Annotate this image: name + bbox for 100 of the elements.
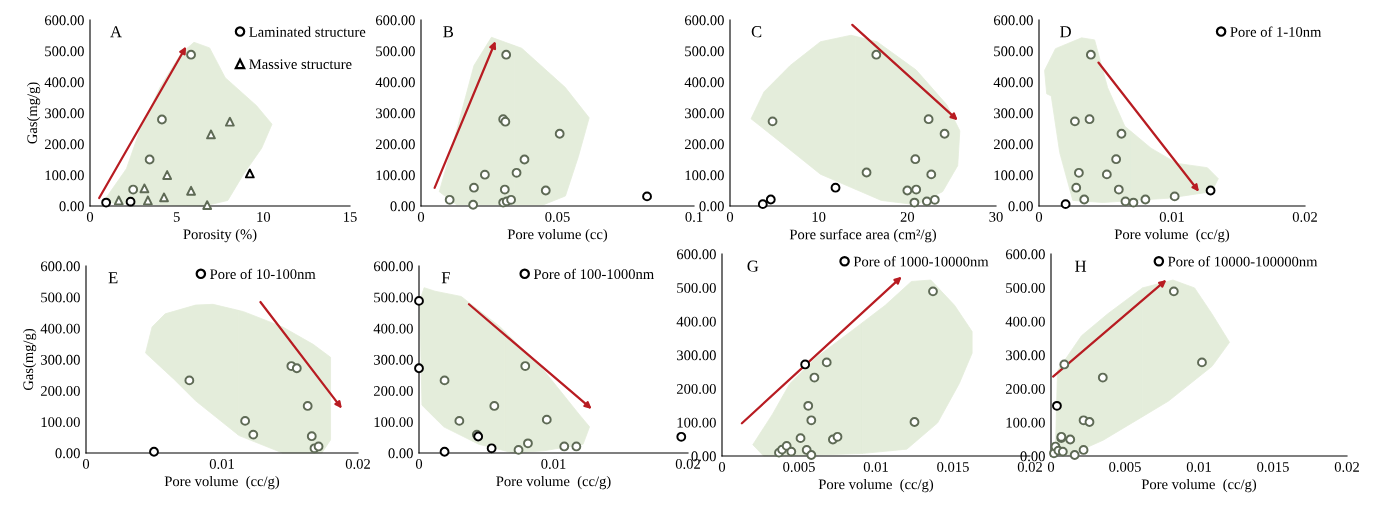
y-tick-label: 100.00 bbox=[1006, 417, 1045, 428]
x-axis-title: Pore volume (cc/g) bbox=[1141, 478, 1257, 493]
chart-title: C bbox=[751, 26, 762, 38]
x-axis-title: Porosity (%) bbox=[183, 228, 257, 243]
chart-title: A bbox=[110, 26, 122, 38]
y-tick-label: 100.00 bbox=[677, 417, 716, 428]
chart-title: E bbox=[108, 272, 118, 284]
x-tick-label: 0.005 bbox=[1109, 461, 1141, 472]
y-tick-label: 100.00 bbox=[685, 170, 724, 181]
y-tick-label: 200.00 bbox=[1005, 384, 1045, 394]
y-tick-label: 500.00 bbox=[374, 292, 413, 303]
legend-label: Laminated structure bbox=[249, 26, 366, 37]
y-tick-label: 0.00 bbox=[55, 448, 80, 459]
y-tick-label: 400.00 bbox=[676, 316, 716, 327]
x-tick-label: 0 bbox=[86, 211, 94, 222]
legend-label: Pore of 1000-10000nm bbox=[853, 256, 989, 267]
chart-title: D bbox=[1060, 26, 1071, 38]
x-axis-title: Pore volume (cc) bbox=[507, 228, 608, 243]
y-tick-label: 600.00 bbox=[375, 15, 415, 26]
y-tick-label: 300.00 bbox=[41, 354, 80, 365]
x-axis-title: Pore volume (cc/g) bbox=[1114, 228, 1230, 243]
y-tick-label: 100.00 bbox=[41, 417, 80, 428]
chart-title: B bbox=[443, 26, 454, 38]
x-tick-label: 10 bbox=[257, 211, 271, 222]
chart-title: F bbox=[441, 272, 450, 284]
x-tick-label: 0.02 bbox=[345, 458, 370, 469]
y-tick-label: 600.00 bbox=[44, 15, 84, 26]
x-tick-label: 0.02 bbox=[1334, 461, 1359, 472]
y-axis-title: Gas(mg/g) bbox=[26, 82, 41, 144]
y-tick-label: 500.00 bbox=[685, 46, 724, 57]
y-tick-label: 400.00 bbox=[1005, 316, 1045, 327]
y-tick-label: 400.00 bbox=[373, 323, 413, 334]
y-tick-label: 600.00 bbox=[684, 15, 724, 26]
x-axis-title: Pore volume (cc/g) bbox=[164, 475, 280, 490]
y-tick-label: 100.00 bbox=[376, 170, 415, 181]
y-tick-label: 300.00 bbox=[1006, 350, 1045, 361]
x-tick-label: 0.01 bbox=[863, 461, 888, 472]
x-tick-label: 0 bbox=[718, 461, 726, 472]
point bbox=[113, 195, 124, 206]
x-tick-label: 0.015 bbox=[1257, 461, 1289, 472]
x-tick-label: 0.02 bbox=[1017, 461, 1042, 472]
y-tick-label: 200.00 bbox=[373, 386, 413, 396]
y-tick-label: 300.00 bbox=[994, 108, 1033, 119]
y-tick-label: 400.00 bbox=[993, 77, 1033, 88]
y-tick-label: 100.00 bbox=[374, 417, 413, 428]
x-tick-label: 10 bbox=[812, 211, 826, 222]
y-tick-label: 500.00 bbox=[45, 46, 84, 57]
x-axis-title: Pore volume (cc/g) bbox=[496, 475, 611, 490]
y-tick-label: 500.00 bbox=[376, 46, 415, 57]
point bbox=[224, 116, 235, 127]
y-tick-label: 100.00 bbox=[45, 170, 84, 181]
y-tick-label: 500.00 bbox=[677, 283, 716, 293]
point bbox=[186, 185, 196, 196]
y-tick-label: 200.00 bbox=[44, 139, 84, 150]
legend-label: Pore of 10000-100000nm bbox=[1168, 256, 1318, 267]
y-tick-label: 0.00 bbox=[1008, 201, 1033, 212]
y-tick-label: 600.00 bbox=[676, 249, 716, 260]
y-tick-label: 100.00 bbox=[994, 170, 1033, 181]
x-tick-label: 0.01 bbox=[209, 458, 234, 469]
y-tick-label: 200.00 bbox=[993, 139, 1033, 150]
y-tick-label: 400.00 bbox=[40, 323, 80, 334]
y-tick-label: 300.00 bbox=[374, 354, 413, 365]
point bbox=[202, 200, 213, 210]
y-tick-label: 300.00 bbox=[677, 350, 716, 361]
x-tick-label: 0 bbox=[82, 458, 90, 469]
x-tick-label: 5 bbox=[173, 212, 180, 222]
point bbox=[162, 170, 173, 180]
y-tick-label: 200.00 bbox=[676, 384, 716, 394]
point bbox=[244, 168, 255, 179]
x-axis-title: Pore volume (cc/g) bbox=[818, 478, 934, 493]
x-tick-label: 0 bbox=[415, 458, 423, 469]
y-tick-label: 600.00 bbox=[40, 261, 80, 272]
legend-label: Pore of 10-100nm bbox=[210, 268, 316, 280]
y-tick-label: 400.00 bbox=[684, 77, 724, 88]
x-tick-label: 0 bbox=[1047, 461, 1055, 472]
x-tick-label: 0 bbox=[1035, 211, 1043, 222]
legend-label: Pore of 1-10nm bbox=[1230, 26, 1322, 37]
x-tick-label: 0.01 bbox=[1186, 461, 1211, 472]
y-tick-label: 0.00 bbox=[1020, 451, 1045, 462]
y-tick-label: 300.00 bbox=[685, 108, 724, 119]
y-tick-label: 500.00 bbox=[41, 292, 80, 303]
point bbox=[139, 183, 150, 194]
x-tick-label: 20 bbox=[900, 211, 915, 222]
legend-label: Massive structure bbox=[249, 59, 352, 70]
x-tick-label: 0.05 bbox=[545, 211, 570, 222]
x-tick-label: 0.01 bbox=[541, 458, 566, 469]
y-tick-label: 300.00 bbox=[45, 108, 84, 119]
y-tick-label: 0.00 bbox=[390, 201, 415, 212]
y-tick-label: 0.00 bbox=[59, 201, 84, 212]
x-tick-label: 0.01 bbox=[1159, 211, 1184, 222]
y-axis-title: Gas(mg/g) bbox=[22, 328, 37, 391]
x-tick-label: 0.02 bbox=[1292, 211, 1317, 222]
y-tick-label: 0.00 bbox=[699, 201, 724, 212]
x-tick-label: 0.015 bbox=[937, 461, 969, 472]
y-tick-label: 0.00 bbox=[388, 448, 413, 459]
y-tick-label: 200.00 bbox=[375, 139, 415, 150]
chart-title: H bbox=[1075, 260, 1087, 272]
point bbox=[142, 195, 153, 206]
x-tick-label: 30 bbox=[989, 211, 1003, 222]
legend-label: Pore of 100-1000nm bbox=[533, 268, 654, 280]
